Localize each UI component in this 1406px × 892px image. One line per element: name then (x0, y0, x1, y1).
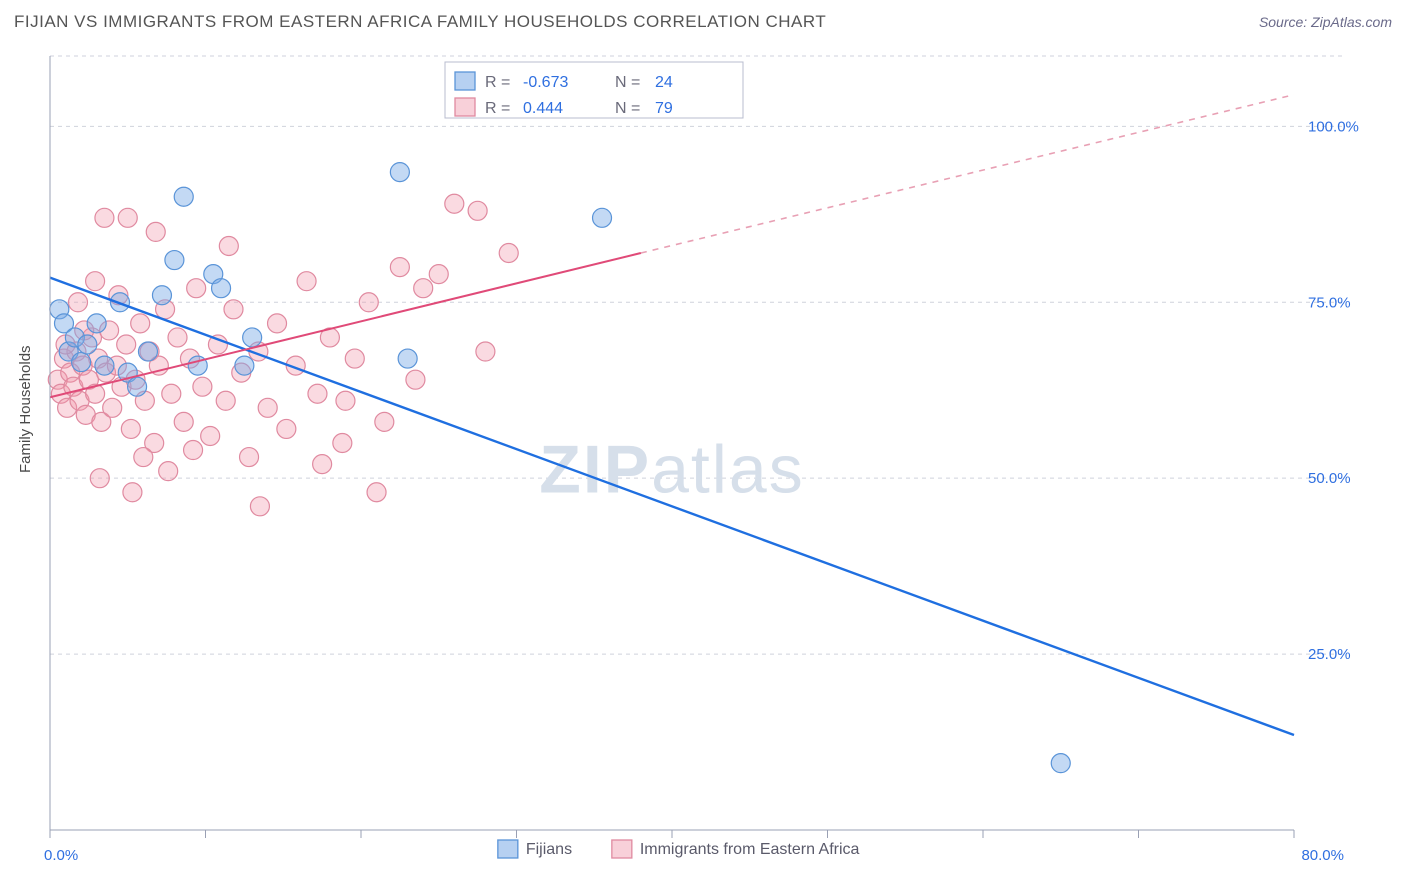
watermark: ZIPatlas (539, 431, 804, 507)
legend-swatch (455, 98, 475, 116)
data-point (165, 251, 184, 270)
data-point (277, 419, 296, 438)
data-point (429, 265, 448, 284)
data-point (499, 244, 518, 263)
correlation-scatter-chart: ZIPatlas 0.0% 80.0% 25.0% 50.0% 75.0% 100.0% Fa… (0, 44, 1406, 892)
data-point (131, 314, 150, 333)
bottom-legend-swatch (612, 840, 632, 858)
data-point (103, 398, 122, 417)
data-point (390, 258, 409, 277)
x-tick-label: 0.0% (44, 847, 78, 864)
data-point (121, 419, 140, 438)
bottom-legend-label: Immigrants from Eastern Africa (640, 841, 860, 858)
data-point (146, 222, 165, 241)
data-point (268, 314, 287, 333)
data-point (258, 398, 277, 417)
data-point (308, 384, 327, 403)
data-point (90, 469, 109, 488)
data-point (159, 462, 178, 481)
legend-swatch (455, 72, 475, 90)
x-tick-label: 80.0% (1301, 847, 1344, 864)
legend-n-label: N = (615, 100, 640, 117)
y-tick-label: 75.0% (1308, 294, 1351, 311)
legend-r-value: 0.444 (523, 100, 563, 117)
data-point (212, 279, 231, 298)
chart-title: FIJIAN VS IMMIGRANTS FROM EASTERN AFRICA… (14, 12, 826, 32)
y-axis-label: Family Households (17, 345, 34, 473)
data-point (174, 187, 193, 206)
data-point (250, 497, 269, 516)
data-point (235, 356, 254, 375)
data-point (184, 441, 203, 460)
data-point (95, 208, 114, 227)
data-point (240, 448, 259, 467)
data-point (219, 236, 238, 255)
data-point (445, 194, 464, 213)
data-point (224, 300, 243, 319)
data-point (333, 434, 352, 453)
data-point (359, 293, 378, 312)
legend-r-value: -0.673 (523, 74, 568, 91)
legend-r-label: R = (485, 74, 510, 91)
chart-header: FIJIAN VS IMMIGRANTS FROM EASTERN AFRICA… (0, 0, 1406, 44)
data-point (117, 335, 136, 354)
data-point (72, 353, 91, 372)
data-point (152, 286, 171, 305)
trend-line-fijians (50, 278, 1294, 735)
data-point (593, 208, 612, 227)
y-tick-label: 100.0% (1308, 118, 1359, 135)
data-point (187, 279, 206, 298)
bottom-legend-swatch (498, 840, 518, 858)
data-point (193, 377, 212, 396)
y-tick-label: 50.0% (1308, 470, 1351, 487)
data-point (345, 349, 364, 368)
data-point (168, 328, 187, 347)
data-point (86, 272, 105, 291)
data-point (313, 455, 332, 474)
data-point (468, 201, 487, 220)
data-point (162, 384, 181, 403)
chart-source: Source: ZipAtlas.com (1259, 14, 1392, 30)
data-point (406, 370, 425, 389)
legend-r-label: R = (485, 100, 510, 117)
data-point (297, 272, 316, 291)
data-point (201, 426, 220, 445)
source-prefix: Source: (1259, 14, 1311, 30)
source-name: ZipAtlas.com (1311, 14, 1392, 30)
legend-n-value: 79 (655, 100, 673, 117)
data-point (1051, 754, 1070, 773)
legend-n-value: 24 (655, 74, 673, 91)
data-point (336, 391, 355, 410)
data-point (398, 349, 417, 368)
data-point (216, 391, 235, 410)
data-point (476, 342, 495, 361)
data-point (95, 356, 114, 375)
data-point (68, 293, 87, 312)
data-point (138, 342, 157, 361)
data-point (87, 314, 106, 333)
data-point (134, 448, 153, 467)
data-point (390, 163, 409, 182)
data-point (375, 412, 394, 431)
legend-n-label: N = (615, 74, 640, 91)
data-point (118, 208, 137, 227)
data-point (123, 483, 142, 502)
data-point (128, 377, 147, 396)
chart-area: ZIPatlas 0.0% 80.0% 25.0% 50.0% 75.0% 100.0% Fa… (0, 44, 1406, 892)
data-point (78, 335, 97, 354)
data-point (243, 328, 262, 347)
data-point (174, 412, 193, 431)
bottom-legend-label: Fijians (526, 841, 572, 858)
data-point (414, 279, 433, 298)
y-tick-label: 25.0% (1308, 646, 1351, 663)
data-point (367, 483, 386, 502)
